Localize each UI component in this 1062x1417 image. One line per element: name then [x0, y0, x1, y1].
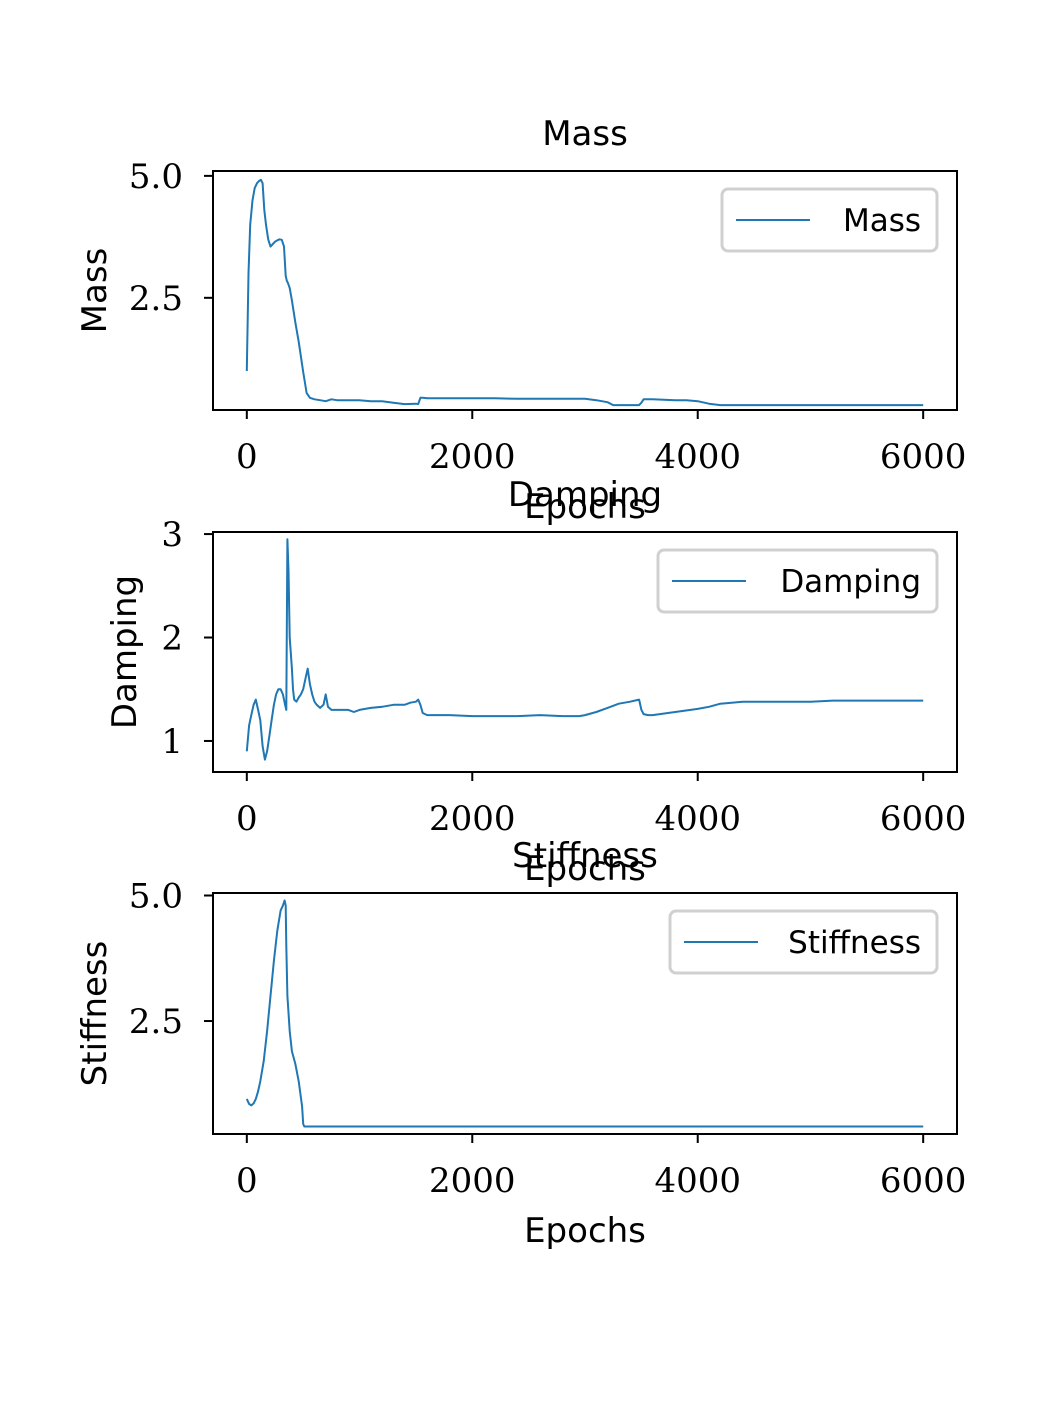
legend-box [656, 548, 939, 614]
x-tick-label: 6000 [880, 1161, 967, 1201]
x-tick-label: 0 [236, 799, 258, 839]
x-tick-label: 2000 [429, 799, 516, 839]
chart-title: Damping [508, 475, 662, 515]
x-tick-label: 0 [236, 1161, 258, 1201]
y-axis-label: Damping [105, 575, 145, 729]
legend: Stiffness [668, 909, 939, 975]
legend: Mass [720, 187, 939, 253]
x-tick-label: 4000 [654, 1161, 741, 1201]
legend: Damping [656, 548, 939, 614]
legend-entry-label: Stiffness [788, 925, 921, 961]
x-axis-label: Epochs [524, 1211, 646, 1251]
x-tick-label: 2000 [429, 1161, 516, 1201]
x-axis-label: Epochs [524, 487, 646, 527]
x-tick-label: 6000 [880, 799, 967, 839]
axes-frame [212, 892, 958, 1135]
y-tick-label: 2 [161, 619, 183, 659]
y-tick-label: 2.5 [129, 1002, 183, 1042]
x-tick-label: 2000 [429, 437, 516, 477]
chart-title: Stiffness [512, 836, 658, 876]
x-tick-label: 4000 [654, 799, 741, 839]
y-axis-label: Stiffness [75, 941, 115, 1087]
legend-box [668, 909, 939, 975]
x-axis-label: Epochs [524, 849, 646, 889]
series-line-damping [245, 538, 924, 761]
y-tick-label: 2.5 [129, 279, 183, 319]
x-tick-label: 0 [236, 437, 258, 477]
chart-panel-stiffness: 0 2000 4000 60002.55.0StiffnessEpochsStiffn… [75, 836, 966, 1251]
chart-title: Mass [542, 114, 628, 154]
series-line-mass [245, 178, 924, 407]
series-line-stiffness [245, 899, 924, 1128]
legend-entry-label: Mass [843, 203, 921, 239]
x-tick-label: 6000 [880, 437, 967, 477]
axes-frame [212, 531, 958, 773]
y-tick-label: 5.0 [129, 157, 183, 197]
y-tick-label: 1 [161, 722, 183, 762]
chart-panel-mass: 0 2000 4000 6000 2.5 5.0 Mass Epochs Mass Mass [75, 114, 966, 527]
x-tick-label: 4000 [654, 437, 741, 477]
legend-entry-label: Damping [780, 564, 921, 600]
axes-frame [212, 170, 958, 411]
y-tick-label: 5.0 [129, 877, 183, 917]
legend-box [720, 187, 939, 253]
y-tick-label: 3 [161, 515, 183, 555]
y-axis-label: Mass [75, 248, 115, 334]
